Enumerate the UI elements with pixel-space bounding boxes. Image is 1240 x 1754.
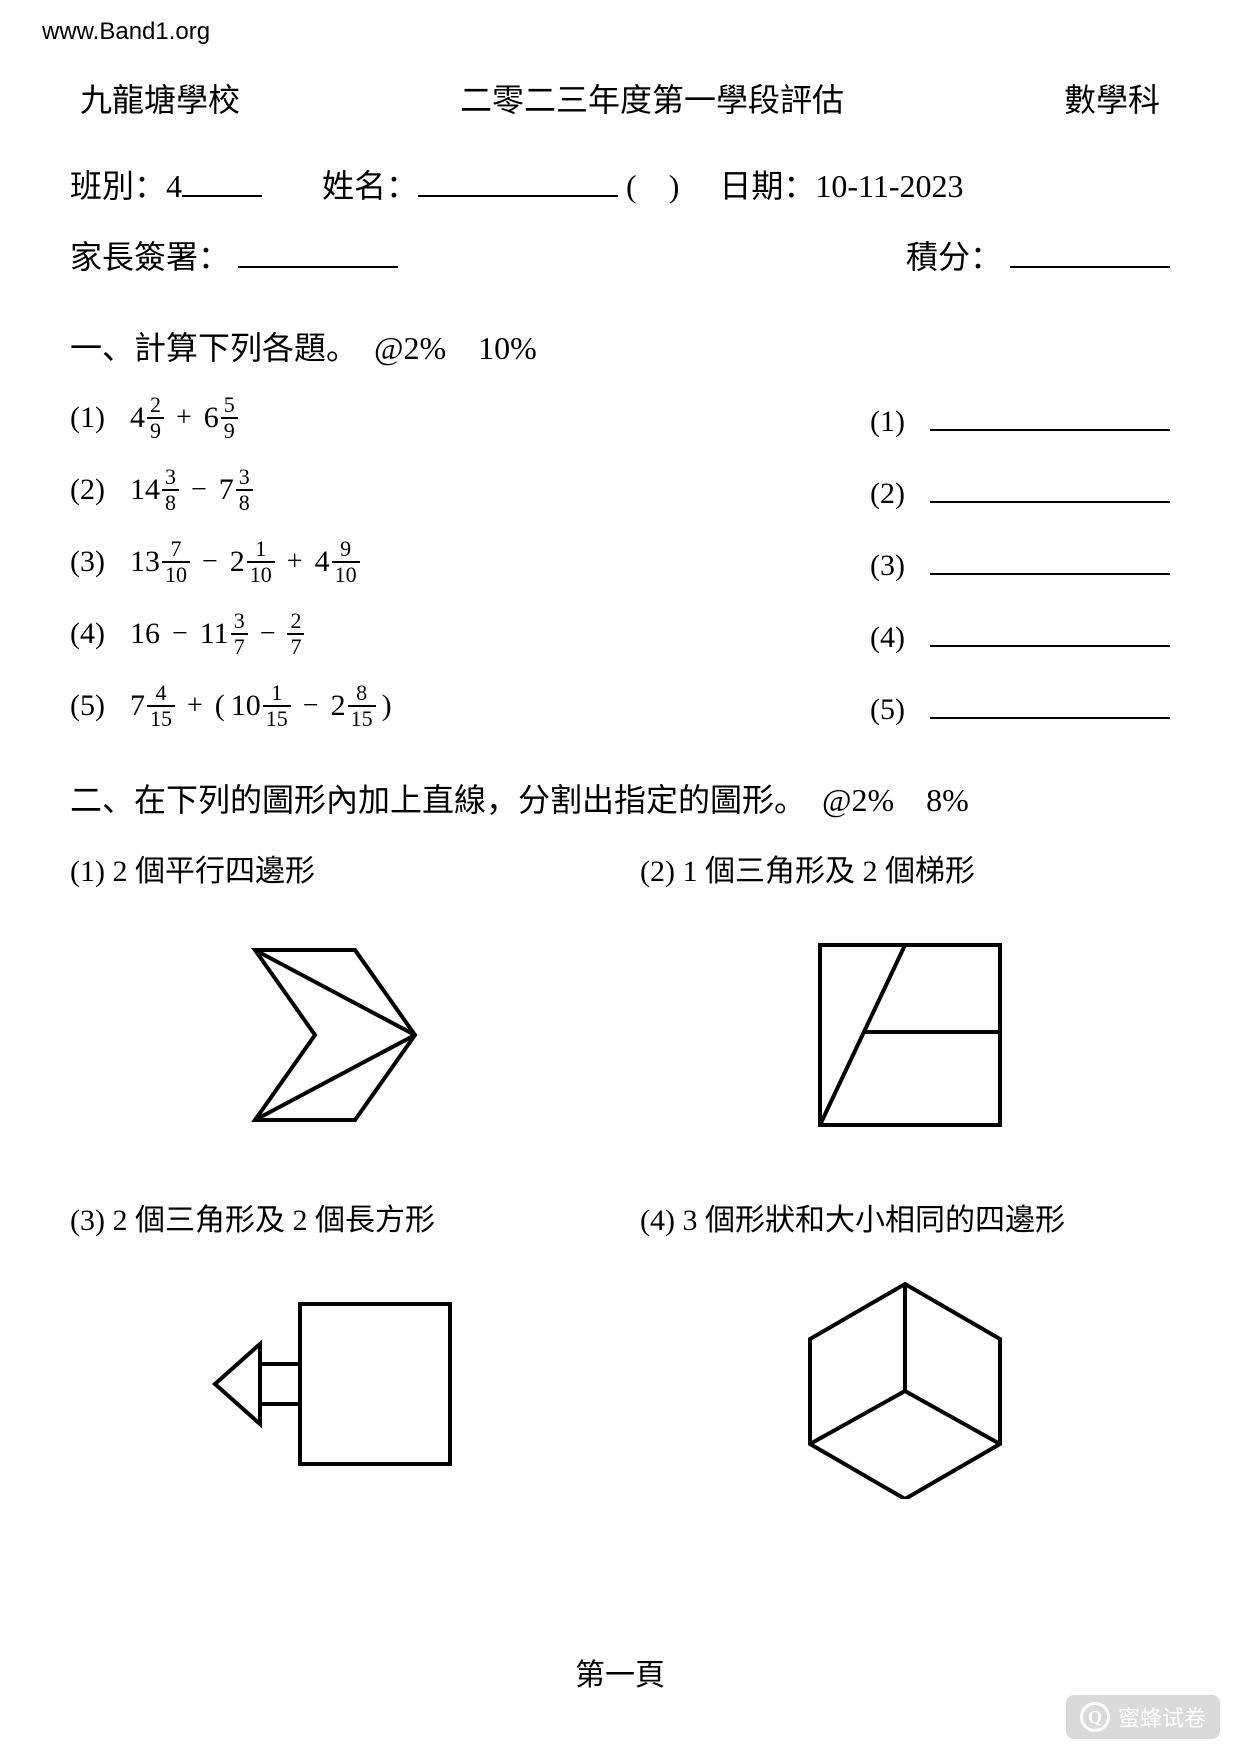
q2-item: (3) 2 個三角形及 2 個長方形 [70, 1195, 600, 1514]
name-blank [418, 165, 618, 197]
q2-figure [70, 1254, 600, 1514]
subject: 數學科 [1064, 75, 1160, 121]
q1-list: (1)429+659(1) (2)1438−738(2) (3)13710−2110… [70, 394, 1170, 730]
q1-expression: 16−1137−27 [130, 610, 870, 658]
section1-title: 一、計算下列各題。 @2% 10% [70, 323, 1170, 369]
q2-figure [640, 905, 1170, 1165]
q1-row: (1)429+659(1) [70, 394, 1170, 442]
info-row-2: 家長簽署： 積分： [70, 232, 1170, 278]
seat-paren: ( ) [626, 161, 679, 207]
q2-label: (2) 1 個三角形及 2 個梯形 [640, 846, 1170, 890]
q1-expression: 1438−738 [130, 466, 870, 514]
q2-figure [640, 1254, 1170, 1514]
q1-answer: (2) [870, 470, 1170, 511]
q1-expression: 13710−2110+4910 [130, 538, 870, 586]
q2-figure [70, 905, 600, 1165]
q2-item: (1) 2 個平行四邊形 [70, 846, 600, 1165]
date-value: 10-11-2023 [815, 168, 963, 205]
q1-number: (3) [70, 545, 130, 579]
exam-title: 二零二三年度第一學段評估 [460, 75, 844, 121]
watermark-url: www.Band1.org [42, 18, 210, 46]
score-blank [1010, 236, 1170, 268]
q1-row: (2)1438−738(2) [70, 466, 1170, 514]
watermark-text: 蜜蜂试卷 [1118, 1701, 1206, 1733]
q1-expression: 429+659 [130, 394, 870, 442]
parent-sig-blank [238, 236, 398, 268]
watermark-icon: Q [1080, 1702, 1110, 1732]
q2-label: (3) 2 個三角形及 2 個長方形 [70, 1195, 600, 1239]
q1-answer: (3) [870, 542, 1170, 583]
section2-title: 二、在下列的圖形內加上直線，分割出指定的圖形。 @2% 8% [70, 775, 1170, 821]
header-row: 九龍塘學校 二零二三年度第一學段評估 數學科 [70, 75, 1170, 121]
q1-answer: (1) [870, 398, 1170, 439]
name-label: 姓名： [322, 161, 418, 207]
q2-grid: (1) 2 個平行四邊形 (2) 1 個三角形及 2 個梯形 (3) 2 個三角… [70, 846, 1170, 1514]
date-label: 日期： [719, 161, 815, 207]
class-label: 班別： [70, 161, 166, 207]
q2-item: (2) 1 個三角形及 2 個梯形 [640, 846, 1170, 1165]
q1-row: (5)7415+(10115−2815)(5) [70, 682, 1170, 730]
figure-svg [775, 1269, 1035, 1499]
q1-answer: (4) [870, 614, 1170, 655]
figure-svg [775, 920, 1035, 1150]
score-label: 積分： [906, 239, 1002, 275]
page-footer: 第一頁 [0, 1650, 1240, 1694]
q1-row: (3)13710−2110+4910(3) [70, 538, 1170, 586]
q2-label: (4) 3 個形狀和大小相同的四邊形 [640, 1195, 1170, 1239]
parent-sig-label: 家長簽署： [70, 239, 230, 275]
q1-number: (4) [70, 617, 130, 651]
q1-row: (4)16−1137−27(4) [70, 610, 1170, 658]
school-name: 九龍塘學校 [80, 75, 240, 121]
q1-number: (5) [70, 689, 130, 723]
q1-number: (1) [70, 401, 130, 435]
class-value: 4 [166, 168, 182, 205]
q1-expression: 7415+(10115−2815) [130, 682, 870, 730]
q1-answer: (5) [870, 686, 1170, 727]
q1-number: (2) [70, 473, 130, 507]
figure-svg [205, 920, 465, 1150]
class-blank [182, 165, 262, 197]
info-row-1: 班別： 4 姓名： ( ) 日期： 10-11-2023 [70, 161, 1170, 207]
figure-svg [205, 1269, 465, 1499]
q2-item: (4) 3 個形狀和大小相同的四邊形 [640, 1195, 1170, 1514]
bottom-watermark: Q 蜜蜂试卷 [1066, 1695, 1220, 1739]
q2-label: (1) 2 個平行四邊形 [70, 846, 600, 890]
